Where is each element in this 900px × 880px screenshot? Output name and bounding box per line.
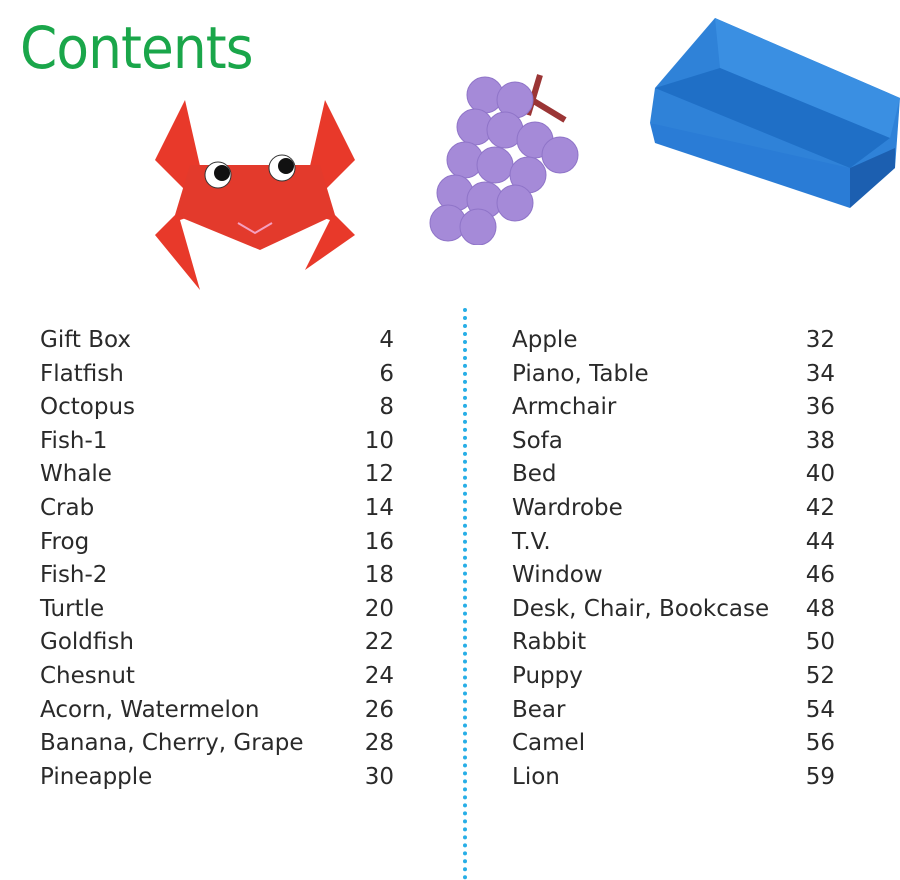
entry-title: Pineapple [40,763,153,790]
contents-right-column: Apple 32 Piano, Table 34 Armchair 36 Sofa 38 Bed… [512,324,835,794]
entry-title: Acorn, Watermelon [40,696,260,723]
entry-title: Crab [40,494,95,521]
entry-title: T.V. [512,528,551,555]
entry-page-number: 8 [379,394,394,421]
entry-page-number: 48 [805,595,835,622]
toc-entry[interactable]: Bear 54 [512,694,835,728]
toc-entry[interactable]: Fish-1 10 [40,425,394,459]
entry-page-number: 26 [364,696,394,723]
entry-page-number: 38 [805,427,835,454]
entry-page-number: 20 [364,595,394,622]
toc-entry[interactable]: Flatfish 6 [40,358,394,392]
entry-page-number: 40 [805,461,835,488]
entry-page-number: 28 [364,730,394,757]
toc-entry[interactable]: Goldfish 22 [40,626,394,660]
toc-entry[interactable]: Window 46 [512,559,835,593]
page-title: Contents [20,14,254,82]
toc-entry[interactable]: Armchair 36 [512,391,835,425]
toc-entry[interactable]: Banana, Cherry, Grape 28 [40,727,394,761]
entry-page-number: 30 [364,763,394,790]
entry-page-number: 14 [364,494,394,521]
entry-title: Octopus [40,394,135,421]
entry-title: Apple [512,327,578,353]
entry-page-number: 44 [805,528,835,555]
origami-sofa-image [650,18,900,208]
entry-title: Bed [512,461,557,488]
entry-page-number: 54 [805,696,835,723]
entry-page-number: 46 [805,562,835,589]
toc-entry[interactable]: Whale 12 [40,458,394,492]
entry-title: Sofa [512,427,563,454]
entry-page-number: 56 [805,730,835,757]
entry-page-number: 18 [364,562,394,589]
toc-entry[interactable]: Frog 16 [40,526,394,560]
entry-title: Fish-1 [40,427,108,454]
entry-page-number: 22 [364,629,394,656]
entry-title: Wardrobe [512,494,623,521]
entry-page-number: 52 [805,662,835,689]
origami-grape-image [429,74,579,245]
toc-entry[interactable]: Desk, Chair, Bookcase 48 [512,593,835,627]
entry-title: Chesnut [40,662,135,689]
entry-title: Window [512,562,603,589]
entry-page-number: 32 [805,327,835,353]
toc-entry[interactable]: T.V. 44 [512,526,835,560]
entry-title: Puppy [512,662,583,689]
toc-entry[interactable]: Sofa 38 [512,425,835,459]
origami-crab-image [155,100,355,290]
toc-entry[interactable]: Piano, Table 34 [512,358,835,392]
entry-page-number: 4 [379,327,394,353]
toc-entry[interactable]: Rabbit 50 [512,626,835,660]
entry-title: Armchair [512,394,617,421]
entry-title: Lion [512,763,560,790]
toc-entry[interactable]: Fish-2 18 [40,559,394,593]
entry-title: Fish-2 [40,562,108,589]
toc-entry[interactable]: Acorn, Watermelon 26 [40,694,394,728]
toc-entry[interactable]: Bed 40 [512,458,835,492]
toc-entry[interactable]: Turtle 20 [40,593,394,627]
entry-title: Goldfish [40,629,134,656]
toc-entry[interactable]: Gift Box 4 [40,324,394,358]
entry-page-number: 10 [364,427,394,454]
entry-page-number: 16 [364,528,394,555]
entry-title: Piano, Table [512,360,649,387]
dotted-divider [463,308,467,880]
entry-page-number: 24 [364,662,394,689]
toc-entry[interactable]: Wardrobe 42 [512,492,835,526]
entry-page-number: 50 [805,629,835,656]
entry-page-number: 59 [805,763,835,790]
toc-entry[interactable]: Apple 32 [512,324,835,358]
entry-title: Gift Box [40,327,131,353]
toc-entry[interactable]: Pineapple 30 [40,761,394,795]
entry-title: Rabbit [512,629,587,656]
entry-page-number: 36 [805,394,835,421]
toc-entry[interactable]: Crab 14 [40,492,394,526]
entry-title: Bear [512,696,566,723]
toc-entry[interactable]: Octopus 8 [40,391,394,425]
entry-page-number: 12 [364,461,394,488]
entry-title: Frog [40,528,90,555]
toc-entry[interactable]: Lion 59 [512,761,835,795]
entry-page-number: 42 [805,494,835,521]
contents-left-column: Gift Box 4 Flatfish 6 Octopus 8 Fish-1 10 Whale 1… [40,324,394,794]
toc-entry[interactable]: Chesnut 24 [40,660,394,694]
entry-title: Flatfish [40,360,124,387]
entry-title: Desk, Chair, Bookcase [512,595,770,622]
toc-entry[interactable]: Camel 56 [512,727,835,761]
entry-title: Camel [512,730,586,757]
entry-page-number: 34 [805,360,835,387]
entry-title: Turtle [40,595,105,622]
entry-page-number: 6 [379,360,394,387]
entry-title: Whale [40,461,112,488]
entry-title: Banana, Cherry, Grape [40,730,304,757]
toc-entry[interactable]: Puppy 52 [512,660,835,694]
